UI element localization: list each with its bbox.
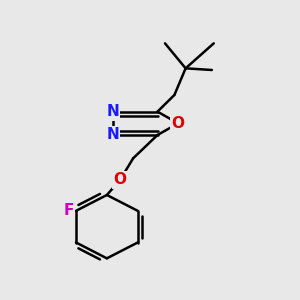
Text: N: N	[106, 128, 119, 142]
Text: O: O	[113, 172, 127, 188]
Text: F: F	[63, 203, 74, 218]
Text: N: N	[106, 104, 119, 119]
Text: O: O	[172, 116, 184, 131]
